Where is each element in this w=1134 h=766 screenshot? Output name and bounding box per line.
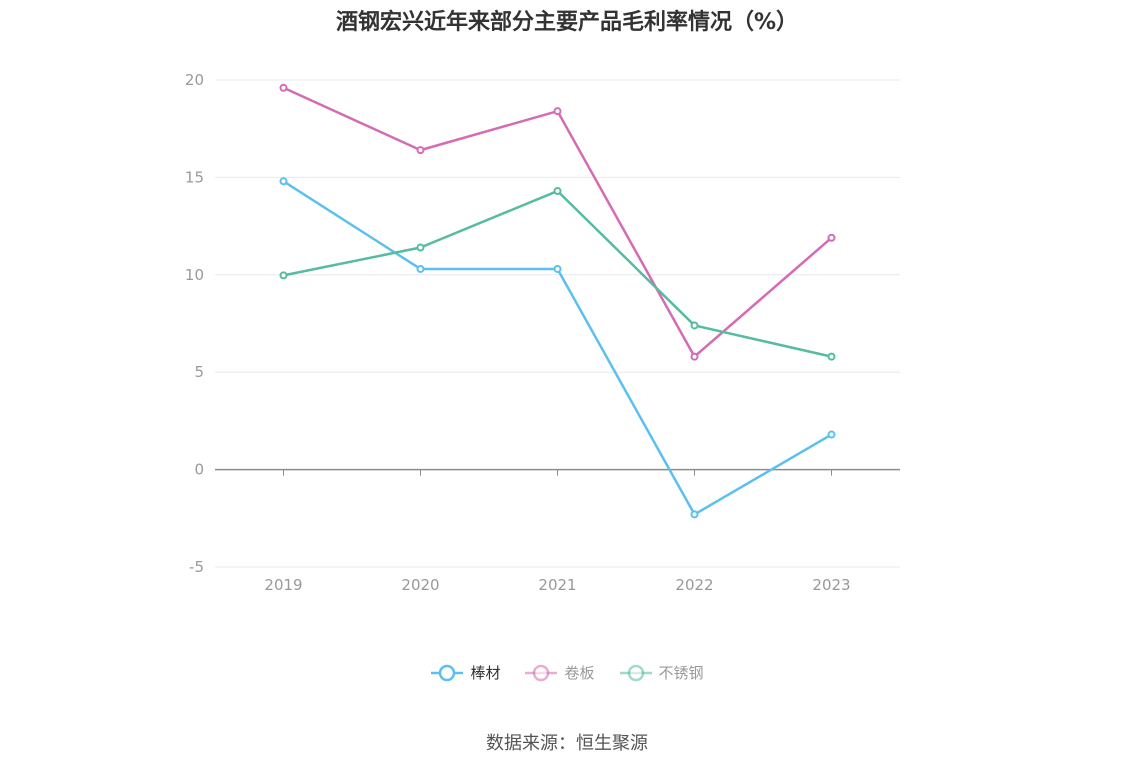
legend: 棒材 卷板 不锈钢 [0,662,1134,683]
legend-marker-icon [525,664,558,681]
y-tick-label: 10 [185,266,204,284]
legend-marker-icon [431,664,464,681]
source-note: 数据来源：恒生聚源 [486,733,648,754]
series-1 [279,83,836,361]
data-point[interactable] [827,430,836,439]
x-tick-label: 2023 [812,576,850,594]
y-tick-label: 20 [185,71,204,89]
grid-lines [215,79,900,568]
y-tick-label: 5 [194,363,204,381]
legend-label: 棒材 [470,664,501,682]
series-lines [279,83,836,519]
legend-item-2[interactable]: 不锈钢 [619,662,704,683]
data-point[interactable] [279,177,288,186]
x-tick-label: 2022 [675,576,713,594]
series-line [282,86,833,358]
data-point[interactable] [553,187,562,196]
x-tick-label: 2019 [264,576,302,594]
y-tick-label: -5 [189,558,204,576]
data-point[interactable] [553,107,562,116]
legend-item-1[interactable]: 卷板 [524,662,595,683]
series-0 [279,177,836,519]
data-point[interactable] [690,510,699,519]
legend-label: 不锈钢 [658,664,704,682]
series-2 [279,187,836,361]
y-tick-label: 15 [185,168,204,186]
data-point[interactable] [690,352,699,361]
legend-item-0[interactable]: 棒材 [430,662,500,683]
y-axis: -5 0 5 10 15 20 [185,71,204,576]
data-point[interactable] [416,146,425,155]
data-point[interactable] [827,352,836,361]
data-point[interactable] [553,264,562,273]
series-line [283,189,832,358]
y-tick-label: 0 [194,461,204,479]
data-point[interactable] [416,264,425,273]
x-axis: 2019 2020 2021 2022 2023 [264,469,851,594]
chart-title: 酒钢宏兴近年来部分主要产品毛利率情况（%） [335,10,799,35]
x-tick-label: 2020 [401,576,439,594]
x-tick-label: 2021 [538,576,576,594]
line-chart: -5 0 5 10 15 20 2019 2020 2021 2022 2023 [185,71,900,594]
legend-marker-icon [619,664,652,681]
data-point[interactable] [827,233,836,242]
series-line [282,180,833,516]
data-point[interactable] [690,321,699,330]
legend-label: 卷板 [564,664,595,682]
data-point[interactable] [416,243,425,252]
data-point[interactable] [279,271,288,280]
data-point[interactable] [279,83,288,92]
